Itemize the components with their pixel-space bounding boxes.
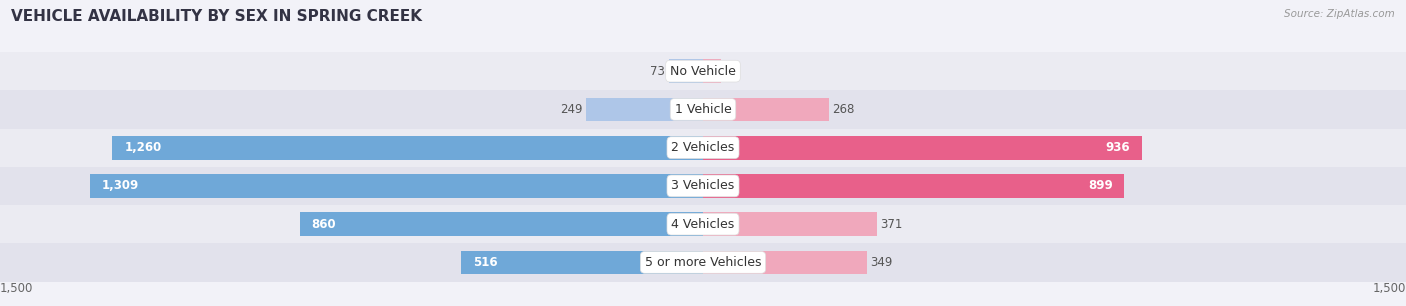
- Bar: [703, 98, 828, 121]
- Text: Source: ZipAtlas.com: Source: ZipAtlas.com: [1284, 9, 1395, 19]
- Text: 936: 936: [1105, 141, 1130, 154]
- Bar: [0, 52, 1406, 90]
- Text: 860: 860: [312, 218, 336, 231]
- Text: 1,260: 1,260: [124, 141, 162, 154]
- Bar: [0, 243, 1406, 282]
- Text: 1,309: 1,309: [101, 179, 138, 192]
- Text: 1,500: 1,500: [0, 282, 34, 295]
- Text: 249: 249: [560, 103, 582, 116]
- Text: No Vehicle: No Vehicle: [671, 65, 735, 78]
- Bar: [669, 59, 703, 83]
- Bar: [703, 212, 877, 236]
- Bar: [461, 251, 703, 274]
- Text: VEHICLE AVAILABILITY BY SEX IN SPRING CREEK: VEHICLE AVAILABILITY BY SEX IN SPRING CR…: [11, 9, 422, 24]
- Bar: [299, 212, 703, 236]
- Bar: [0, 167, 1406, 205]
- Bar: [703, 136, 1142, 159]
- Text: 5 or more Vehicles: 5 or more Vehicles: [645, 256, 761, 269]
- Text: 371: 371: [880, 218, 903, 231]
- Bar: [0, 205, 1406, 243]
- Text: 39: 39: [725, 65, 740, 78]
- Bar: [703, 174, 1125, 198]
- Legend: Male, Female: Male, Female: [627, 303, 779, 306]
- Bar: [112, 136, 703, 159]
- Text: 349: 349: [870, 256, 893, 269]
- Text: 2 Vehicles: 2 Vehicles: [672, 141, 734, 154]
- Bar: [586, 98, 703, 121]
- Text: 899: 899: [1088, 179, 1112, 192]
- Text: 1,500: 1,500: [1372, 282, 1406, 295]
- Text: 73: 73: [650, 65, 665, 78]
- Bar: [90, 174, 703, 198]
- Bar: [0, 90, 1406, 129]
- Text: 1 Vehicle: 1 Vehicle: [675, 103, 731, 116]
- Text: 268: 268: [832, 103, 855, 116]
- Text: 4 Vehicles: 4 Vehicles: [672, 218, 734, 231]
- Text: 516: 516: [472, 256, 498, 269]
- Text: 3 Vehicles: 3 Vehicles: [672, 179, 734, 192]
- Bar: [703, 251, 866, 274]
- Bar: [703, 59, 721, 83]
- Bar: [0, 129, 1406, 167]
